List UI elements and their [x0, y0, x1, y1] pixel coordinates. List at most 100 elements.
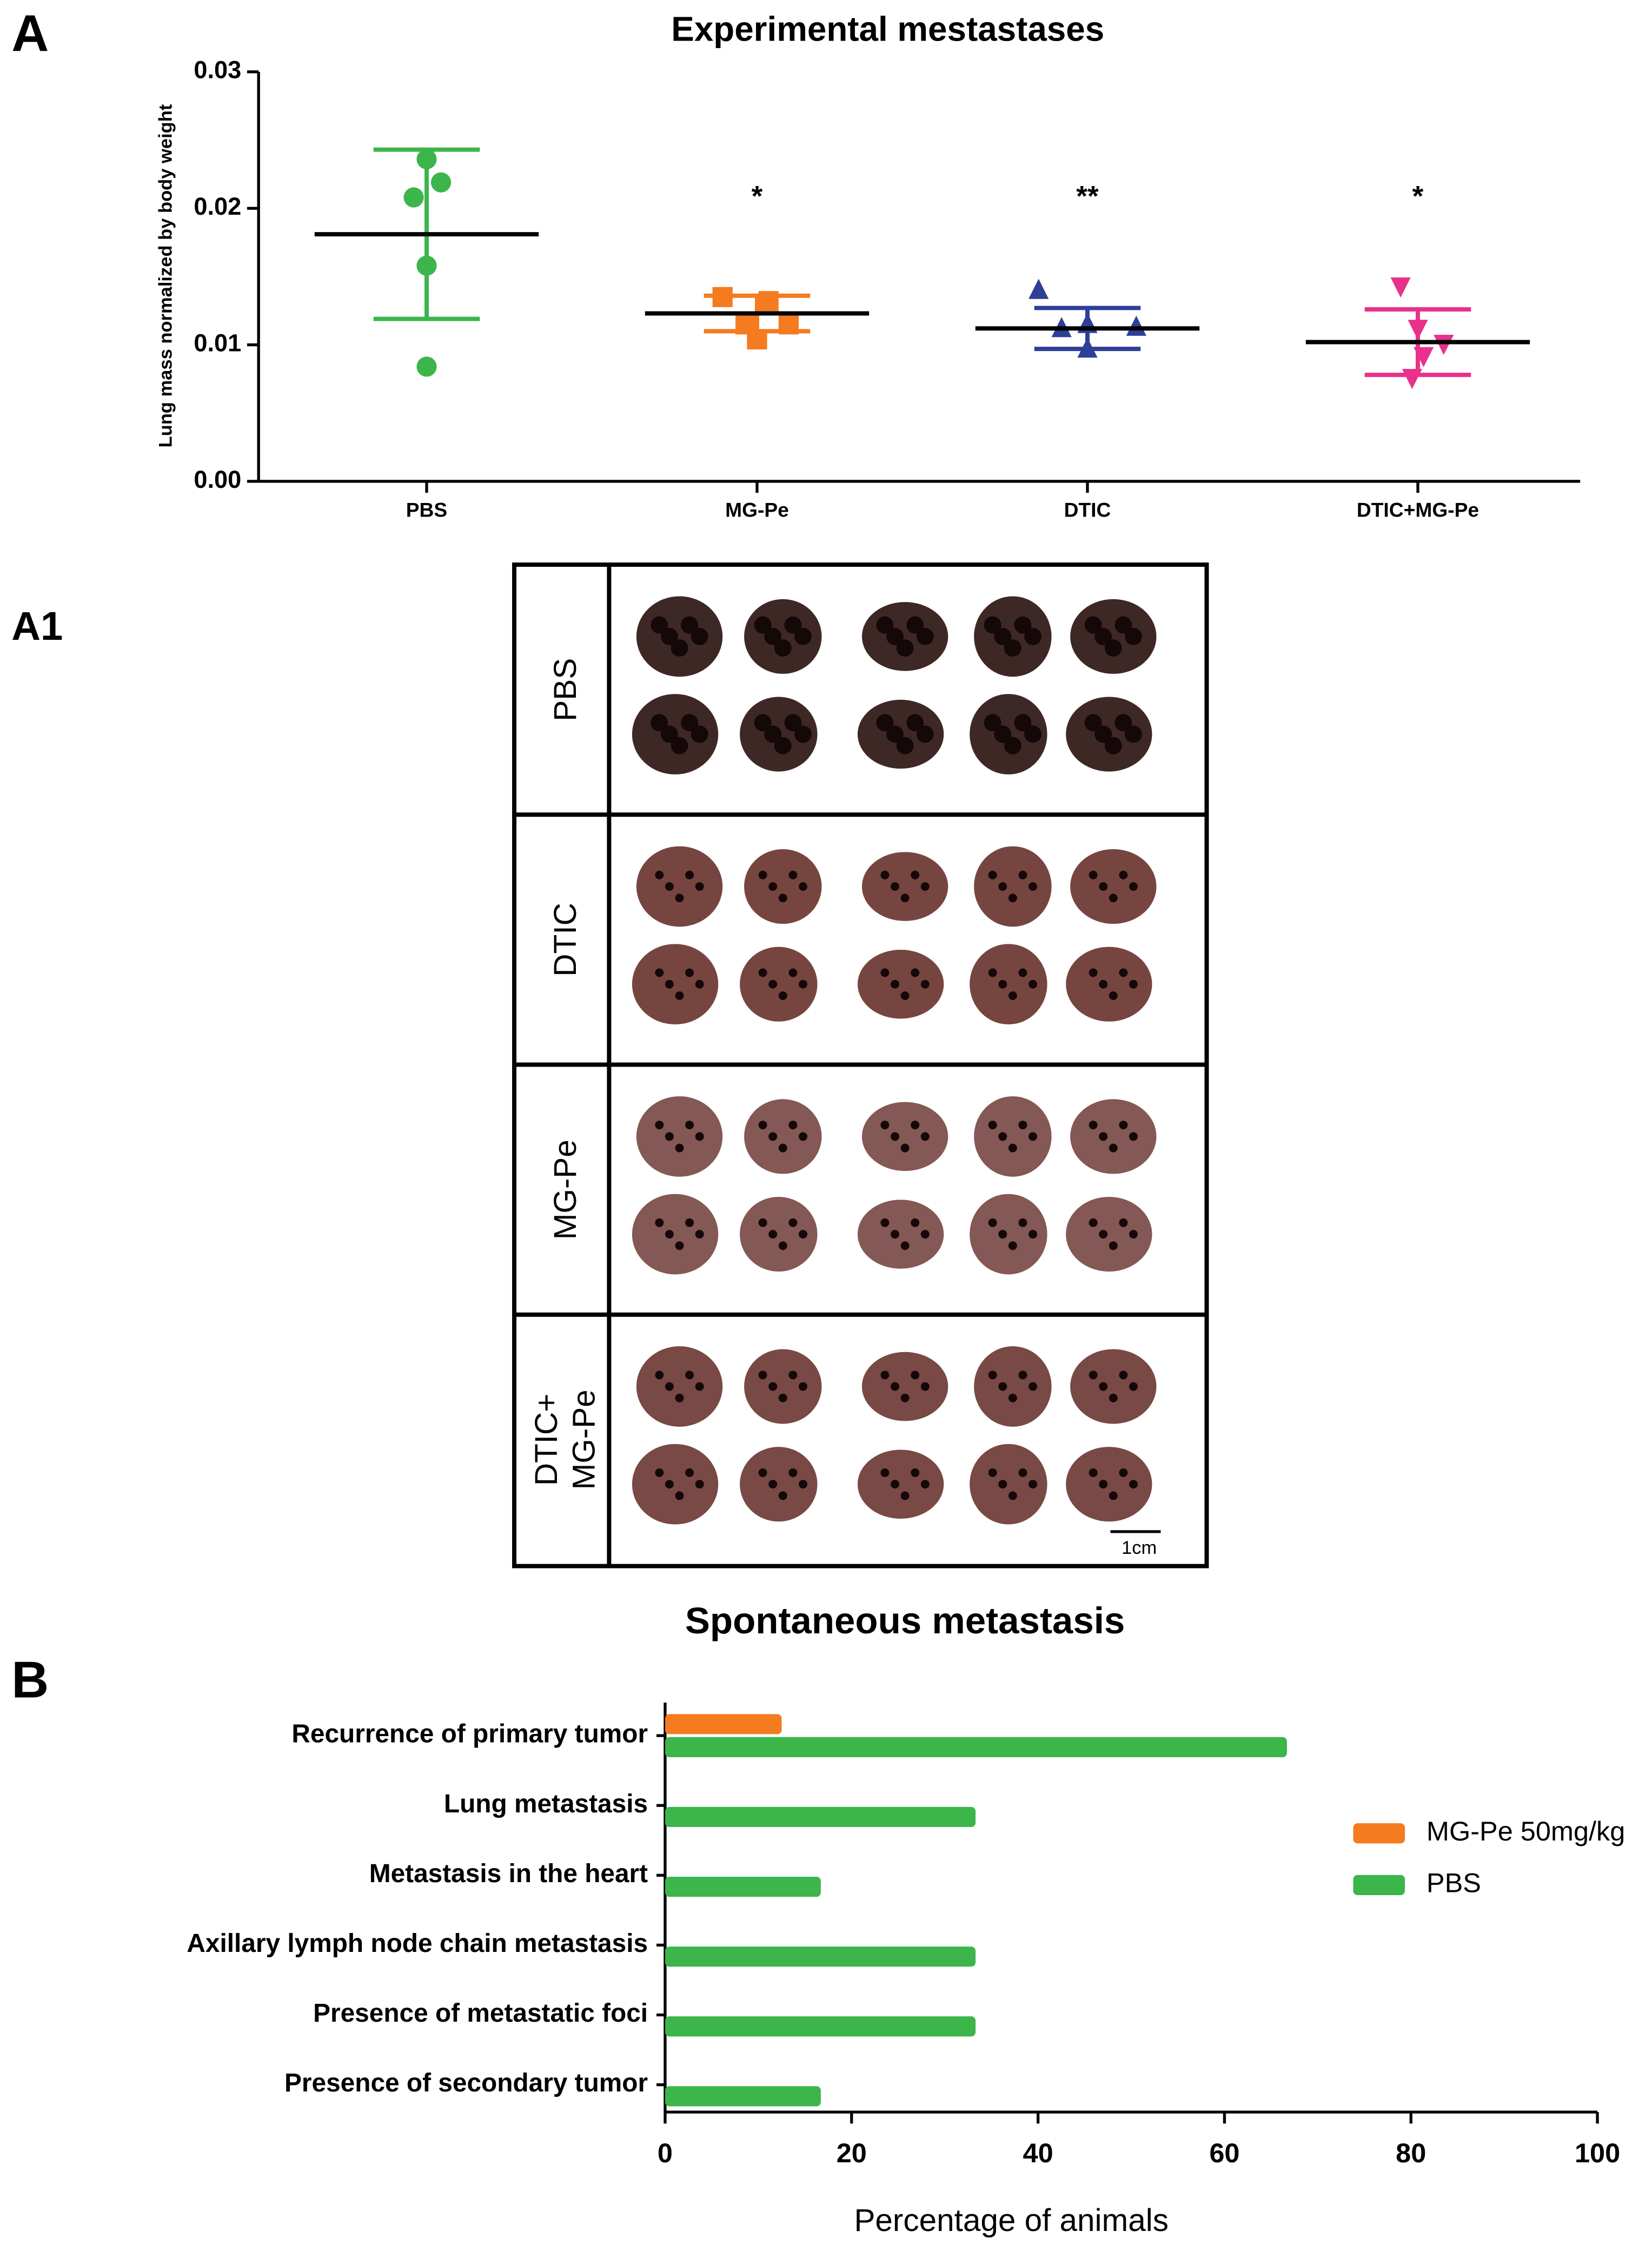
- lung-spot: [758, 1371, 767, 1380]
- lung-spot: [920, 1382, 930, 1391]
- bar: [665, 1714, 782, 1734]
- lung-spot: [788, 1371, 798, 1380]
- lung-photo: [744, 849, 822, 924]
- lung-spot: [911, 968, 920, 977]
- lung-spot: [1014, 714, 1032, 732]
- lung-spot: [891, 1229, 899, 1239]
- bar: [665, 2016, 976, 2037]
- lung-spot: [1029, 882, 1038, 891]
- lung-spot: [916, 725, 934, 743]
- lung-spot: [900, 893, 910, 903]
- panel-label: B: [11, 1651, 49, 1709]
- lung-spot: [671, 639, 688, 657]
- lung-spot: [1119, 1371, 1128, 1380]
- lung-spot: [675, 1143, 684, 1153]
- lung-spot: [984, 714, 1001, 732]
- lung-spot: [799, 1132, 807, 1141]
- lung-spot: [655, 1371, 664, 1380]
- lung-spot: [891, 882, 899, 891]
- lung-photo: [1070, 1349, 1157, 1424]
- lung-photo: [740, 1447, 818, 1522]
- y-tick-label: Presence of metastatic foci: [313, 1999, 648, 2028]
- lung-spot: [758, 968, 767, 977]
- lung-spot: [1008, 1393, 1017, 1402]
- lung-spot: [1109, 1393, 1118, 1402]
- lung-photo: [974, 846, 1052, 927]
- lung-spot: [1099, 1480, 1108, 1489]
- data-point: [416, 255, 437, 276]
- lung-spot: [661, 725, 678, 743]
- lung-spot: [920, 882, 930, 891]
- lung-spot: [1018, 870, 1027, 879]
- lung-photo: [857, 949, 944, 1019]
- lung-spot: [794, 627, 812, 645]
- lung-photo: [1070, 599, 1157, 674]
- lung-spot: [1089, 1121, 1098, 1130]
- data-point: [1029, 279, 1049, 299]
- lung-spot: [651, 616, 668, 634]
- lung-spot: [886, 627, 904, 645]
- y-tick-label: Presence of secondary tumor: [284, 2069, 648, 2097]
- lung-spot: [778, 1143, 787, 1153]
- legend-label: PBS: [1427, 1868, 1481, 1898]
- lung-spot: [1029, 979, 1038, 989]
- lung-spot: [665, 1229, 674, 1239]
- lung-spot: [665, 1382, 674, 1391]
- lung-spot: [906, 616, 924, 634]
- lung-spot: [675, 893, 684, 903]
- lung-spot: [665, 979, 674, 989]
- lung-spot: [920, 979, 930, 989]
- lung-spot: [880, 968, 890, 977]
- lung-spot: [998, 1132, 1007, 1141]
- y-tick-label: Recurrence of primary tumor: [291, 1720, 648, 1749]
- lung-spot: [768, 1382, 778, 1391]
- lung-spot: [778, 991, 787, 1000]
- lung-spot: [1018, 1371, 1027, 1380]
- lung-spot: [1129, 1382, 1138, 1391]
- lung-spot: [998, 1229, 1007, 1239]
- lung-spot: [788, 1121, 798, 1130]
- lung-spot: [695, 1229, 704, 1239]
- lung-spot: [675, 1241, 684, 1250]
- panel-label: A: [11, 4, 49, 62]
- lung-spot: [768, 882, 778, 891]
- lung-photo: [861, 852, 948, 921]
- lung-spot: [665, 1480, 674, 1489]
- lung-spot: [1008, 1241, 1017, 1250]
- lung-spot: [799, 882, 807, 891]
- lung-spot: [1109, 893, 1118, 903]
- data-point: [430, 172, 452, 193]
- lung-spot: [1099, 1382, 1108, 1391]
- legend-label: MG-Pe 50mg/kg: [1427, 1816, 1625, 1846]
- lung-spot: [1089, 1371, 1098, 1380]
- lung-spot: [685, 1371, 694, 1380]
- lung-spot: [1125, 627, 1142, 645]
- lung-photo: [974, 1346, 1052, 1427]
- lung-spot: [778, 1491, 787, 1500]
- lung-spot: [876, 616, 894, 634]
- lung-spot: [655, 870, 664, 879]
- data-point: [1434, 334, 1454, 355]
- y-tick-label: 0.02: [194, 193, 241, 220]
- lung-spot: [695, 882, 704, 891]
- lung-spot: [988, 1121, 997, 1130]
- data-point: [1402, 369, 1422, 389]
- lung-spot: [896, 639, 914, 657]
- x-tick-label: PBS: [406, 499, 447, 521]
- lung-spot: [675, 1393, 684, 1402]
- lung-spot: [774, 639, 792, 657]
- lung-spot: [1129, 979, 1138, 989]
- lung-spot: [1029, 1132, 1038, 1141]
- lung-spot: [671, 737, 688, 754]
- lung-spot: [695, 979, 704, 989]
- lung-spot: [1029, 1229, 1038, 1239]
- lung-photo: [636, 1346, 723, 1427]
- lung-photo: [861, 1102, 948, 1171]
- lung-spot: [695, 1382, 704, 1391]
- lung-spot: [891, 1480, 899, 1489]
- x-tick-label: 20: [837, 2137, 867, 2168]
- row-label: MG-Pe: [548, 1140, 583, 1240]
- lung-spot: [994, 725, 1012, 743]
- lung-photo: [970, 944, 1047, 1025]
